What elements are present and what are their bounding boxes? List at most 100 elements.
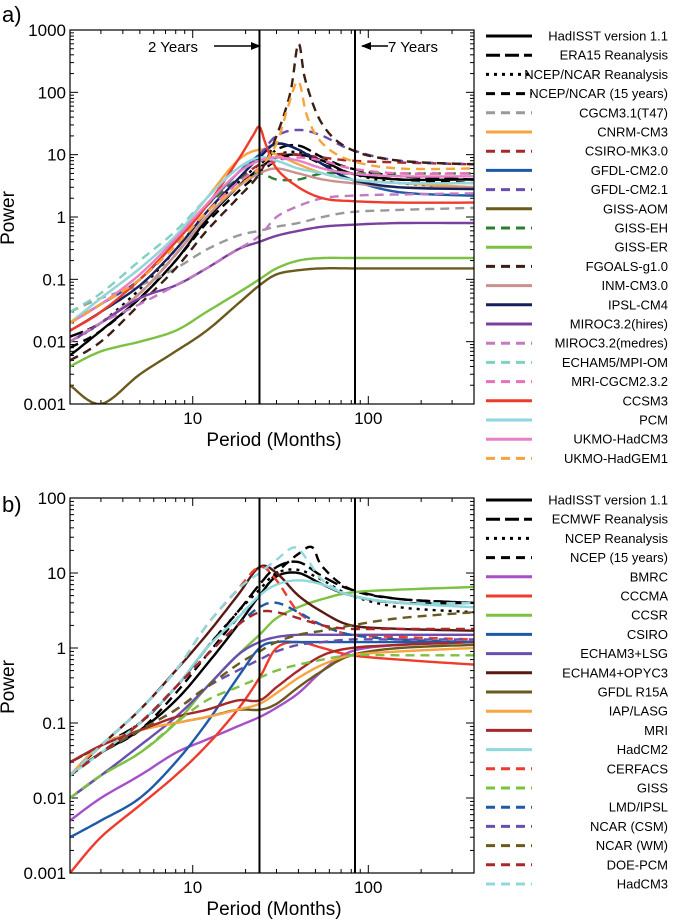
legend-label-gfdl-cm2-0: GFDL-CM2.0 bbox=[591, 163, 668, 178]
series-line-giss bbox=[70, 653, 474, 799]
ticks-a bbox=[69, 29, 475, 405]
legend-label-miroc3-2-hires: MIROC3.2(hires) bbox=[570, 317, 668, 332]
panel-label-a: a) bbox=[2, 2, 22, 27]
x-tick-labels-a: 10 100 bbox=[183, 409, 382, 428]
legend-label-mri-cgcm2-3-2: MRI-CGCM2.3.2 bbox=[571, 374, 668, 389]
y-tick-label: 100 bbox=[38, 489, 66, 508]
y-tick-label: 0.1 bbox=[42, 714, 66, 733]
legend-label-hadcm2: HadCM2 bbox=[617, 742, 668, 757]
series-line-csiro bbox=[70, 640, 474, 839]
legend-label-lmd-ipsl: LMD/IPSL bbox=[609, 800, 668, 815]
ticks-b bbox=[69, 497, 475, 874]
legend-label-ukmo-hadgem1: UKMO-HadGEM1 bbox=[564, 451, 668, 466]
y-tick-label: 0.001 bbox=[23, 395, 66, 414]
legend-label-ipsl-cm4: IPSL-CM4 bbox=[608, 297, 668, 312]
series-line-ukmo-hadgem1 bbox=[70, 80, 474, 324]
legend-label-hadisst-version-1-1: HadISST version 1.1 bbox=[548, 493, 668, 508]
series-line-ncep-15-years bbox=[70, 545, 474, 777]
series-line-doe-pcm bbox=[70, 609, 474, 777]
x-tick-labels-b: 10 100 bbox=[183, 878, 382, 897]
series-line-echam3-lsg bbox=[70, 633, 474, 799]
x-axis-label-a: Period (Months) bbox=[206, 430, 341, 451]
legend-label-mri: MRI bbox=[644, 723, 668, 738]
annotation-7-years: 7 Years bbox=[388, 39, 438, 56]
legend-label-ncep-ncar-reanalysis: NCEP/NCAR Reanalysis bbox=[524, 67, 668, 82]
y-tick-label: 1000 bbox=[28, 21, 66, 40]
legend-label-gfdl-cm2-1: GFDL-CM2.1 bbox=[591, 182, 668, 197]
y-tick-label: 0.01 bbox=[33, 333, 66, 352]
legend-label-ukmo-hadcm3: UKMO-HadCM3 bbox=[573, 432, 668, 447]
legend-label-cerfacs: CERFACS bbox=[607, 761, 669, 776]
legend-label-inm-cm3-0: INM-CM3.0 bbox=[602, 278, 668, 293]
legend-label-fgoals-g1-0: FGOALS-g1.0 bbox=[586, 259, 668, 274]
legend-label-giss-er: GISS-ER bbox=[615, 240, 668, 255]
series-line-hadcm2 bbox=[70, 579, 474, 777]
legend-label-echam4-opyc3: ECHAM4+OPYC3 bbox=[562, 665, 668, 680]
y-tick-label: 1 bbox=[57, 208, 66, 227]
y-axis-label-b: Power bbox=[0, 659, 19, 714]
legend-label-ncep-reanalysis: NCEP Reanalysis bbox=[565, 531, 669, 546]
plot-area-b bbox=[70, 545, 474, 873]
series-line-echam4-opyc3 bbox=[70, 564, 474, 777]
series-line-ncar-wm bbox=[70, 611, 474, 777]
legend-label-ncar-csm: NCAR (CSM) bbox=[590, 819, 668, 834]
plot-frame-a bbox=[69, 29, 475, 405]
legend-label-cccma: CCCMA bbox=[620, 589, 668, 604]
legend-label-cnrm-cm3: CNRM-CM3 bbox=[597, 125, 668, 140]
legend-label-ncep-ncar-15-years: NCEP/NCAR (15 years) bbox=[529, 86, 668, 101]
legend-label-ncar-wm: NCAR (WM) bbox=[596, 838, 668, 853]
period-lines-a bbox=[258, 30, 356, 404]
x-axis-label-b: Period (Months) bbox=[206, 899, 341, 920]
series-line-cerfacs bbox=[70, 565, 474, 777]
x-tick-label: 100 bbox=[354, 409, 382, 428]
legend-label-hadisst-version-1-1: HadISST version 1.1 bbox=[548, 29, 668, 44]
y-tick-label: 0.1 bbox=[42, 270, 66, 289]
legend-label-giss-aom: GISS-AOM bbox=[603, 201, 668, 216]
series-line-hadcm3 bbox=[70, 546, 474, 777]
y-tick-label: 10 bbox=[47, 146, 66, 165]
legend-label-pcm: PCM bbox=[639, 413, 668, 428]
panel-label-b: b) bbox=[2, 492, 22, 517]
legend-label-echam5-mpi-om: ECHAM5/MPI-OM bbox=[562, 355, 668, 370]
y-tick-labels-b: 0.001 0.01 0.1 1 10 100 bbox=[23, 489, 66, 883]
legend-label-csiro-mk3-0: CSIRO-MK3.0 bbox=[585, 144, 668, 159]
legend-label-giss: GISS bbox=[637, 781, 668, 796]
x-tick-label: 10 bbox=[183, 409, 202, 428]
annotations-a: 2 Years 7 Years bbox=[148, 39, 438, 56]
panel-b: b) Power Period (Months) 0.001 0.01 0.1 1 10… bbox=[0, 489, 668, 920]
legend-label-iap-lasg: IAP/LASG bbox=[609, 704, 668, 719]
legend-label-ecmwf-reanalysis: ECMWF Reanalysis bbox=[552, 512, 669, 527]
legend-a: HadISST version 1.1 ERA15 Reanalysis NCEP/… bbox=[486, 29, 668, 466]
legend-b: HadISST version 1.1 ECMWF Reanalysis NCEP … bbox=[486, 493, 668, 892]
series-line-gfdl-cm2-0 bbox=[70, 142, 474, 324]
series-line-cgcm3-1-t47 bbox=[70, 206, 474, 314]
x-tick-label: 100 bbox=[354, 878, 382, 897]
legend-label-ncep-15-years: NCEP (15 years) bbox=[570, 550, 668, 565]
series-line-lmd-ipsl bbox=[70, 601, 474, 777]
plot-frame-b bbox=[69, 497, 475, 874]
legend-label-echam3-lsg: ECHAM3+LSG bbox=[580, 646, 668, 661]
y-tick-label: 100 bbox=[38, 83, 66, 102]
legend-label-hadcm3: HadCM3 bbox=[617, 877, 668, 892]
y-tick-label: 0.01 bbox=[33, 789, 66, 808]
legend-label-ccsm3: CCSM3 bbox=[622, 393, 668, 408]
legend-label-doe-pcm: DOE-PCM bbox=[607, 857, 668, 872]
legend-label-giss-eh: GISS-EH bbox=[615, 221, 668, 236]
y-axis-label-a: Power bbox=[0, 190, 19, 245]
y-tick-label: 10 bbox=[47, 564, 66, 583]
y-tick-label: 0.001 bbox=[23, 864, 66, 883]
plot-area-a bbox=[70, 42, 474, 404]
y-tick-labels-a: 0.001 0.01 0.1 1 10 100 1000 bbox=[23, 21, 66, 414]
legend-label-csiro: CSIRO bbox=[627, 627, 668, 642]
legend-label-bmrc: BMRC bbox=[630, 569, 668, 584]
legend-label-gfdl-r15a: GFDL R15A bbox=[598, 685, 669, 700]
x-tick-label: 10 bbox=[183, 878, 202, 897]
legend-label-ccsr: CCSR bbox=[631, 608, 668, 623]
annotation-2-years: 2 Years bbox=[148, 39, 198, 56]
panel-a: a) Power Period (Months) 0.001 0.01 0.1 1 10… bbox=[0, 2, 668, 466]
period-lines-b bbox=[258, 498, 356, 873]
y-tick-label: 1 bbox=[57, 639, 66, 658]
legend-label-cgcm3-1-t47: CGCM3.1(T47) bbox=[579, 105, 668, 120]
legend-label-era15-reanalysis: ERA15 Reanalysis bbox=[560, 48, 669, 63]
